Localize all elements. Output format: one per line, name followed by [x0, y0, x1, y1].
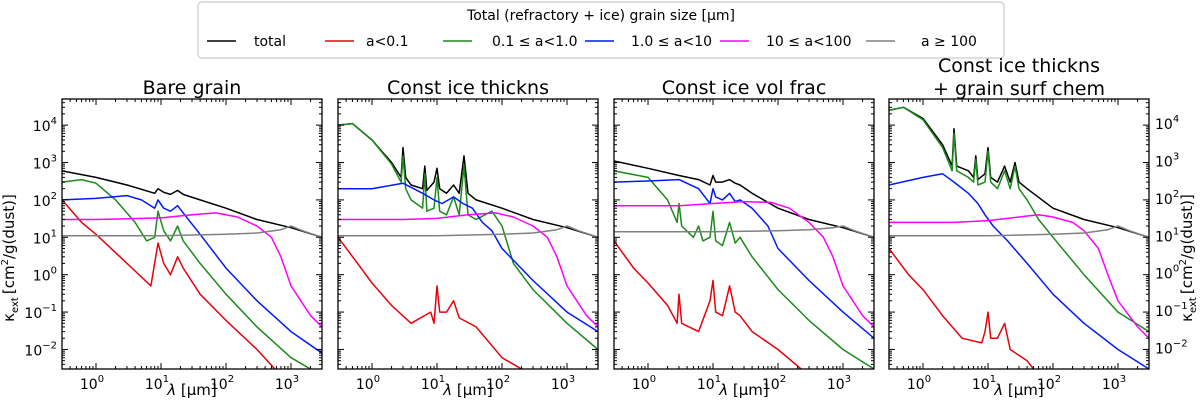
legend-label-total: total: [254, 34, 286, 50]
y-tick-label: 10−1: [24, 303, 57, 322]
series-line-10-a-100: [614, 200, 874, 328]
series-line-10-a-100: [889, 214, 1149, 339]
x-axis-label: λ [μm]: [442, 381, 493, 399]
y-tick-label: 10−1: [1155, 301, 1188, 320]
series-line-total: [338, 122, 598, 239]
series-line-1-0-a-10: [338, 182, 598, 333]
y-tick-label: 103: [1155, 152, 1179, 171]
y-tick-label: 10−2: [24, 340, 57, 359]
series-line-total: [62, 170, 322, 239]
series-line-10-a-100: [338, 212, 598, 328]
legend-label-a-lt-0.1: a<0.1: [366, 34, 409, 50]
y-tick-label: 10−2: [1155, 338, 1188, 357]
series-line-a-0-1: [614, 240, 803, 369]
x-tick-label: 103: [827, 374, 851, 393]
panel-title: Const ice thickns + grain surf chem: [933, 55, 1105, 100]
x-tick-label: 102: [1037, 374, 1061, 393]
legend-title: Total (refractory + ice) grain size [μm]: [466, 8, 735, 24]
x-tick-label: 100: [632, 374, 656, 393]
axes-frame: [888, 98, 1150, 370]
panel-2: 100 101 102 103 Const ice thickns λ [μm]: [337, 77, 599, 399]
y-tick-label: 100: [1155, 264, 1179, 283]
x-tick-label: 103: [1102, 374, 1126, 393]
x-tick-label: 103: [275, 374, 299, 393]
y-tick-label: 102: [1155, 189, 1179, 208]
series-line-10-a-100: [62, 212, 322, 328]
panel-3: 100 101 102 103 Const ice vol frac λ [μm]: [613, 77, 875, 399]
series-line-0-1-a-1-0: [62, 178, 313, 369]
x-tick-label: 100: [80, 374, 104, 393]
y-tick-label: 101: [1155, 226, 1179, 245]
series-line-a-100: [62, 225, 322, 239]
x-tick-label: 101: [697, 374, 721, 393]
y-tick-label: 101: [33, 228, 57, 247]
x-axis-label: λ [μm]: [718, 381, 769, 399]
plot-area: [338, 122, 598, 369]
y-axis-label-right: κext[cm2/g(dust)]: [1178, 194, 1199, 322]
plot-area: [614, 160, 874, 369]
series-line-1-0-a-10: [62, 194, 322, 354]
series-line-a-100: [889, 225, 1149, 239]
legend-label-0.1-to-1.0: 0.1 ≤ a<1.0: [492, 34, 577, 50]
x-tick-label: 103: [551, 374, 575, 393]
x-tick-label: 100: [907, 374, 931, 393]
x-tick-label: 102: [486, 374, 510, 393]
series-line-0-1-a-1-0: [614, 170, 874, 369]
y-tick-label: 104: [33, 116, 57, 135]
axes-frame: [337, 98, 599, 370]
legend-label-a-ge-100: a ≥ 100: [921, 34, 977, 50]
x-tick-label: 100: [356, 374, 380, 393]
panel-title: Const ice thickns: [387, 77, 549, 99]
series-line-a-0-1: [338, 236, 524, 369]
plot-area: [62, 170, 322, 369]
x-axis-label: λ [μm]: [166, 381, 217, 399]
panel-title: Bare grain: [143, 77, 242, 99]
panel-4: 100 101 102 103 10−2 10−1 100 101 102 103 104 Const…: [888, 55, 1188, 399]
x-tick-label: 101: [145, 374, 169, 393]
series-line-a-0-1: [889, 248, 1035, 369]
x-tick-label: 102: [210, 374, 234, 393]
series-line-a-0-1: [62, 199, 276, 369]
x-tick-label: 101: [421, 374, 445, 393]
y-tick-label: 100: [33, 266, 57, 285]
series-line-0-1-a-1-0: [338, 122, 598, 351]
y-tick-label: 104: [1155, 114, 1179, 133]
axes-frame: [61, 98, 323, 370]
y-axis-label-left: κext[cm2/g(dust)]: [0, 194, 21, 322]
legend-label-10-to-100: 10 ≤ a<100: [766, 34, 851, 50]
axes-frame: [613, 98, 875, 370]
panels: 100 101 102 103 10−2 10−1 100 101 102 103 104 Bare …: [24, 55, 1187, 399]
y-tick-label: 102: [33, 191, 57, 210]
y-tick-label: 103: [33, 154, 57, 173]
x-tick-label: 102: [762, 374, 786, 393]
plot-area: [889, 106, 1149, 369]
x-tick-label: 101: [972, 374, 996, 393]
series-line-total: [614, 160, 874, 239]
legend: Total (refractory + ice) grain size [μm]…: [197, 1, 1005, 59]
legend-label-1.0-to-10: 1.0 ≤ a<10: [631, 34, 712, 50]
panel-title: Const ice vol frac: [662, 77, 827, 99]
series-line-a-100: [338, 225, 598, 239]
series-line-1-0-a-10: [614, 178, 874, 339]
legend-frame: [197, 1, 1005, 59]
series-line-1-0-a-10: [889, 173, 1149, 369]
x-axis-label: λ [μm]: [993, 381, 1044, 399]
panel-1: 100 101 102 103 10−2 10−1 100 101 102 103 104 Bare …: [24, 77, 323, 399]
series-line-a-100: [614, 225, 874, 239]
series-line-0-1-a-1-0: [889, 106, 1149, 333]
